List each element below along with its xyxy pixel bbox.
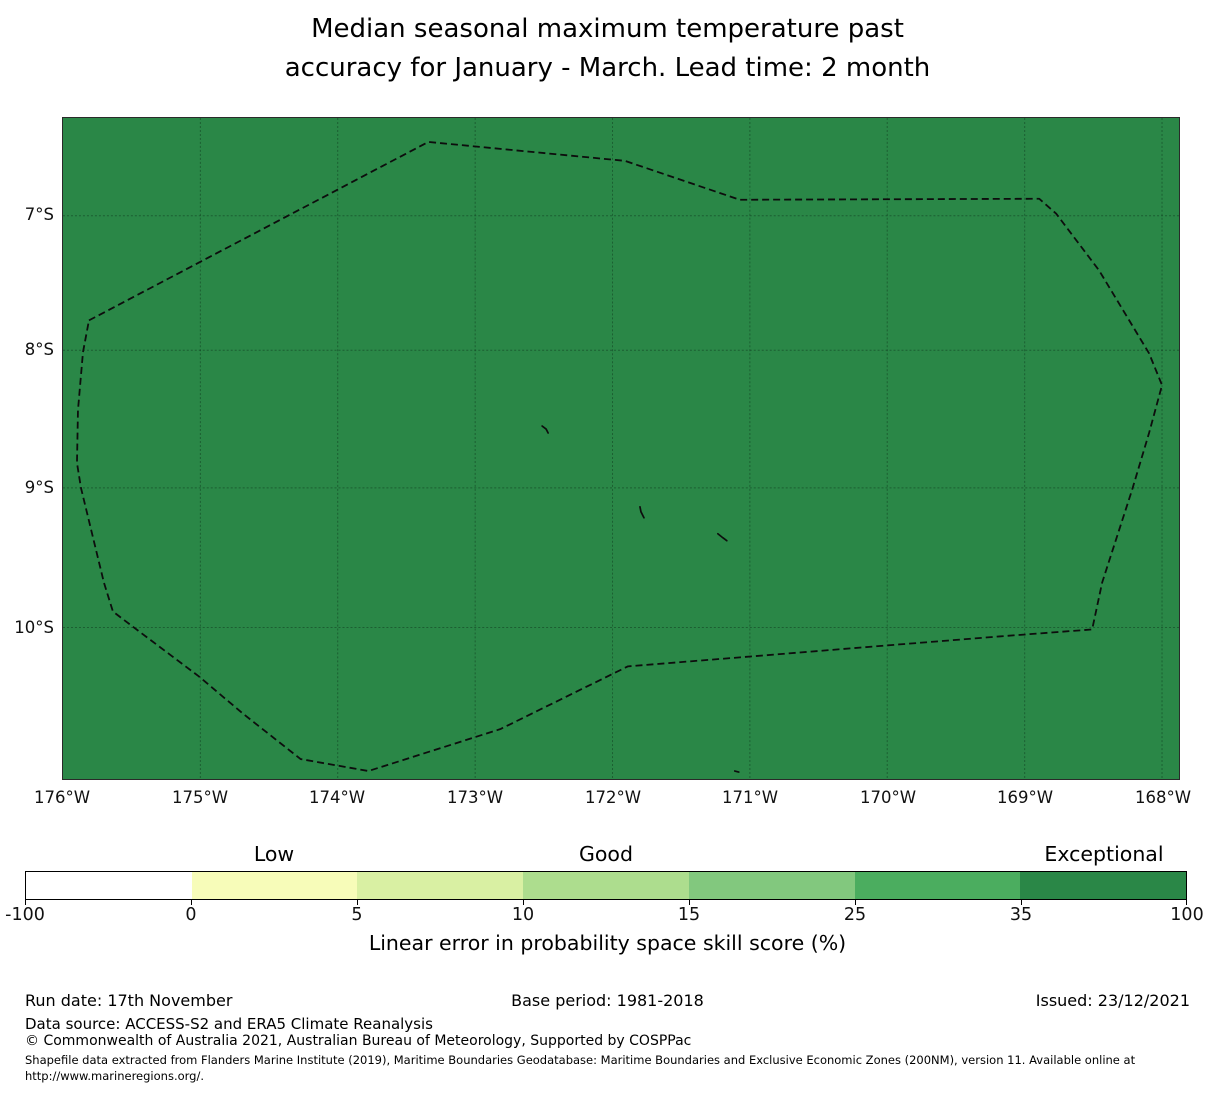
y-tick-label-9s: 9°S	[24, 478, 54, 497]
y-tick-label-8s: 8°S	[24, 340, 54, 359]
x-tick-label-173w: 173°W	[446, 788, 504, 807]
eez-boundary-line	[76, 141, 1163, 772]
colorbar-axis-label: Linear error in probability space skill …	[368, 931, 847, 955]
colorbar-segment-0-5	[191, 872, 358, 899]
colorbar-tickmark	[357, 900, 359, 905]
issued-date-text: Issued: 23/12/2021	[1035, 991, 1190, 1010]
x-tick-label-172w: 172°W	[584, 788, 642, 807]
map-canvas	[63, 118, 1179, 779]
colorbar-segment-10-15	[523, 872, 689, 899]
island-mark	[541, 425, 549, 434]
title-line-2: accuracy for January - March. Lead time:…	[284, 53, 931, 83]
map-plot-area	[62, 117, 1180, 780]
colorbar-tick-25: 25	[843, 905, 867, 925]
x-tick-label-171w: 171°W	[721, 788, 779, 807]
island-marks	[541, 425, 740, 773]
island-mark	[716, 532, 728, 542]
colorbar-segment-neg100-0	[26, 872, 192, 899]
graticule-gridlines	[63, 118, 1179, 779]
x-tick-label-174w: 174°W	[308, 788, 366, 807]
colorbar-tick-100: 100	[1170, 905, 1204, 925]
x-tick-label-176w: 176°W	[33, 788, 91, 807]
colorbar-segment-35-100	[1020, 872, 1187, 899]
copyright-text: © Commonwealth of Australia 2021, Austra…	[25, 1033, 692, 1049]
colorbar-segment-25-35	[854, 872, 1021, 899]
colorbar-category-exceptional: Exceptional	[1044, 842, 1164, 866]
colorbar-segment-5-10	[357, 872, 524, 899]
colorbar-tickmark	[191, 900, 193, 905]
colorbar-tickmark	[25, 900, 27, 905]
run-date-text: Run date: 17th November	[25, 991, 233, 1010]
colorbar-tick-15: 15	[677, 905, 701, 925]
x-tick-label-169w: 169°W	[996, 788, 1054, 807]
x-tick-label-170w: 170°W	[859, 788, 917, 807]
colorbar-category-good: Good	[579, 842, 633, 866]
x-tick-label-175w: 175°W	[171, 788, 229, 807]
island-mark	[733, 770, 740, 773]
colorbar-segment-15-25	[688, 872, 855, 899]
colorbar-tickmark	[1186, 900, 1188, 905]
base-period-text: Base period: 1981-2018	[511, 991, 704, 1010]
colorbar-category-low: Low	[253, 842, 295, 866]
colorbar-tickmark	[689, 900, 691, 905]
colorbar-tick-0: 0	[185, 905, 197, 925]
colorbar-tick-10: 10	[511, 905, 535, 925]
shapefile-attribution-text: Shapefile data extracted from Flanders M…	[25, 1053, 1136, 1083]
y-tick-label-10s: 10°S	[14, 618, 54, 637]
colorbar-tickmark	[1021, 900, 1023, 905]
title-line-1: Median seasonal maximum temperature past	[311, 14, 904, 44]
colorbar-tick-neg100: -100	[5, 905, 45, 925]
x-tick-label-168w: 168°W	[1134, 788, 1192, 807]
data-source-text: Data source: ACCESS-S2 and ERA5 Climate …	[25, 1015, 433, 1033]
colorbar-tick-5: 5	[351, 905, 363, 925]
colorbar-tickmark	[523, 900, 525, 905]
y-tick-label-7s: 7°S	[24, 205, 54, 224]
page-title: Median seasonal maximum temperature past…	[0, 10, 1215, 88]
colorbar-tick-35: 35	[1009, 905, 1033, 925]
colorbar-tickmark	[855, 900, 857, 905]
island-mark	[639, 505, 645, 519]
colorbar	[25, 871, 1187, 900]
